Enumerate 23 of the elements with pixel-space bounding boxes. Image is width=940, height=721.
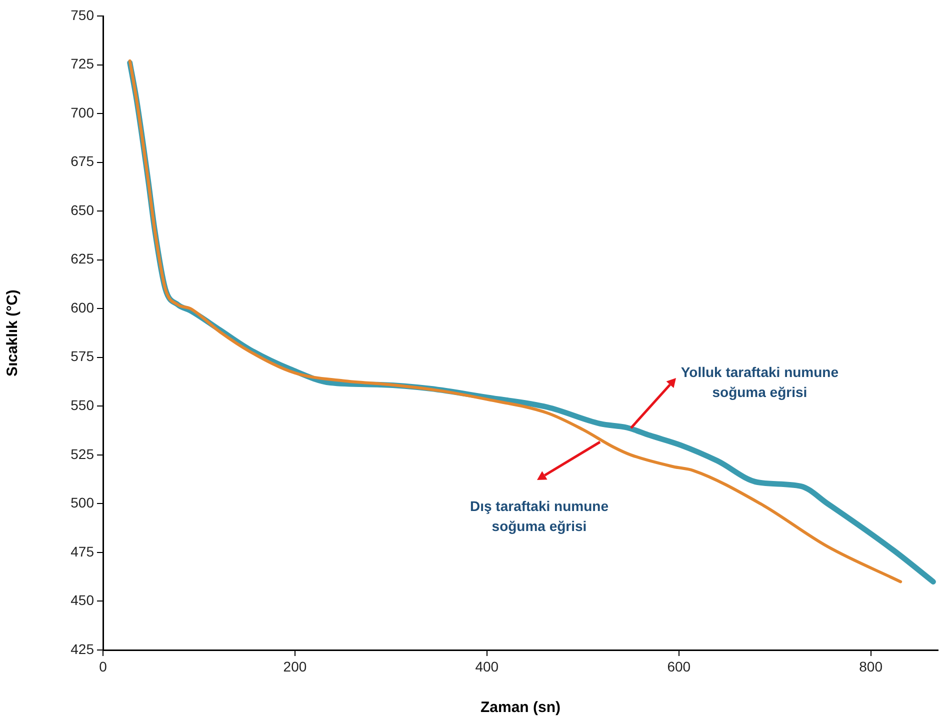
y-tick-label: 575	[70, 348, 94, 364]
y-tick-label: 700	[70, 104, 94, 120]
y-tick-label: 475	[70, 543, 94, 560]
y-tick-label: 550	[70, 397, 94, 414]
y-axis-title: Sıcaklık (°C)	[4, 290, 22, 376]
y-tick-label: 625	[70, 250, 94, 267]
x-tick-label: 600	[667, 658, 691, 674]
x-tick-label: 800	[859, 658, 883, 674]
y-tick-label: 750	[70, 6, 94, 23]
y-tick-label: 450	[70, 592, 94, 608]
y-tick-label: 600	[70, 299, 94, 316]
x-tick-label: 0	[99, 658, 108, 674]
y-tick-label: 650	[70, 202, 94, 218]
y-tick-label: 525	[70, 446, 94, 462]
annotation: Dış taraftaki numune soğuma eğrisi	[470, 497, 608, 536]
y-tick-label: 725	[70, 56, 94, 72]
y-tick-label: 425	[70, 640, 94, 657]
y-tick-label: 675	[70, 153, 94, 170]
x-tick-label: 200	[283, 658, 307, 674]
x-axis-title: Zaman (sn)	[480, 699, 561, 716]
annotation: Yolluk taraftaki numune soğuma eğrisi	[680, 362, 839, 402]
x-tick-label: 400	[475, 658, 499, 674]
y-tick-label: 500	[70, 494, 94, 511]
